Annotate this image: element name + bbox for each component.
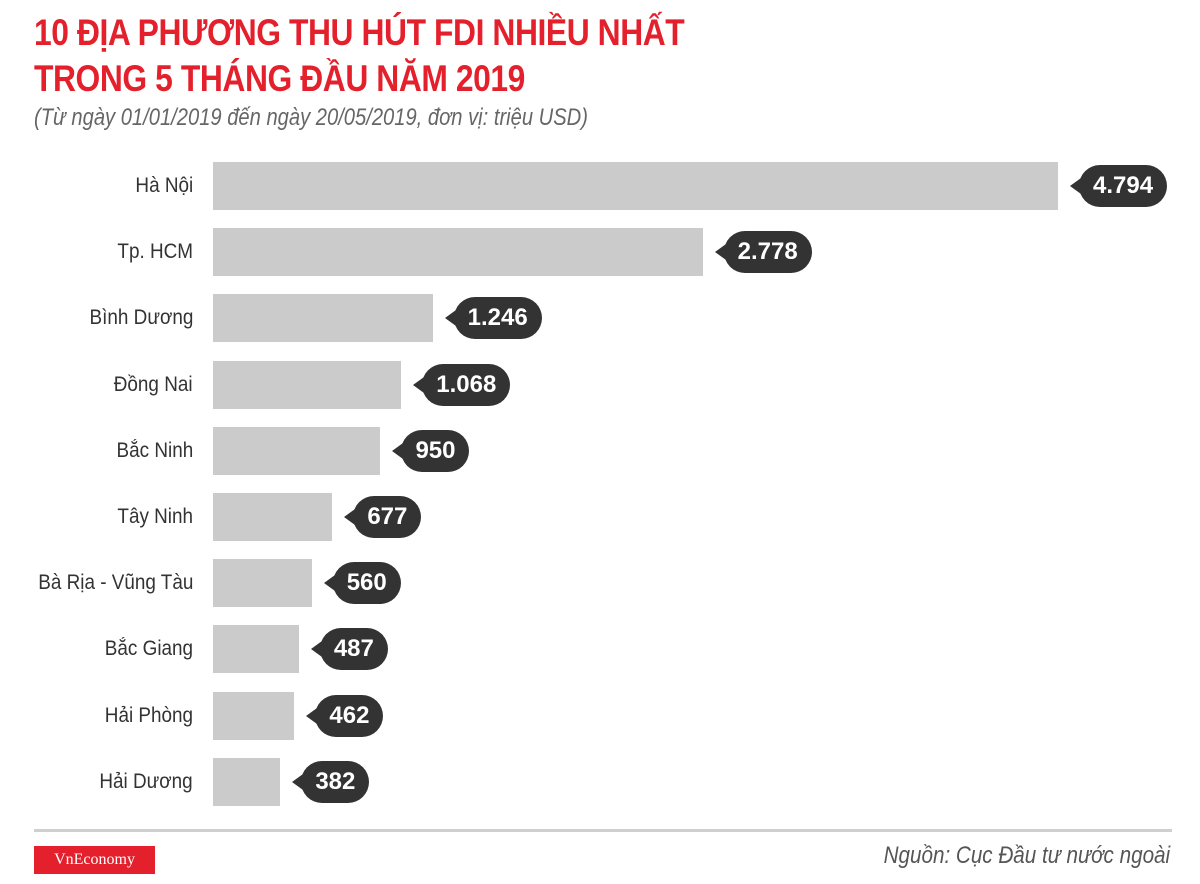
category-label: Bà Rịa - Vũng Tàu xyxy=(37,571,193,595)
value-label-bubble: 462 xyxy=(306,694,384,737)
bar-row: Bà Rịa - Vũng Tàu 560 xyxy=(0,559,1200,608)
bar xyxy=(213,757,281,806)
bar-row: Đồng Nai 1.068 xyxy=(0,360,1200,409)
category-label: Tp. HCM xyxy=(117,240,193,264)
bar xyxy=(213,162,1058,210)
category-label: Tây Ninh xyxy=(117,505,193,528)
value-label-bubble: 677 xyxy=(344,496,422,538)
value-label-bubble: 1.246 xyxy=(444,297,542,340)
bar-row: Tp. HCM 2.778 xyxy=(0,228,1200,277)
bar xyxy=(213,559,312,608)
bar xyxy=(213,426,381,475)
bar-row: Bình Dương 1.246 xyxy=(0,294,1200,343)
chart-title-line1: 10 ĐỊA PHƯƠNG THU HÚT FDI NHIỀU NHẤT xyxy=(34,12,685,53)
category-label: Hải Dương xyxy=(99,769,193,793)
bar-row: Hải Dương 382 xyxy=(0,757,1200,806)
category-label: Bắc Ninh xyxy=(116,438,193,462)
value-label-bubble: 560 xyxy=(323,562,401,605)
value-label-bubble: 2.778 xyxy=(714,231,812,274)
bar-row: Bắc Ninh 950 xyxy=(0,426,1200,475)
chart-title-line2: TRONG 5 THÁNG ĐẦU NĂM 2019 xyxy=(34,58,525,99)
footer-divider xyxy=(34,829,1172,832)
bar xyxy=(213,493,333,541)
category-label: Bình Dương xyxy=(89,306,193,330)
value-label-bubble: 487 xyxy=(310,628,388,671)
chart-subtitle: (Từ ngày 01/01/2019 đến ngày 20/05/2019,… xyxy=(34,104,588,131)
value-label-bubble: 1.068 xyxy=(413,363,511,406)
category-label: Hà Nội xyxy=(135,174,193,197)
bar xyxy=(213,228,703,277)
category-label: Hải Phòng xyxy=(104,703,193,727)
vneconomy-logo: VnEconomy xyxy=(34,846,155,874)
value-label-bubble: 382 xyxy=(292,760,370,803)
value-label-bubble: 4.794 xyxy=(1069,165,1168,207)
category-label: Bắc Giang xyxy=(104,637,193,661)
bar xyxy=(213,294,433,343)
category-label: Đồng Nai xyxy=(114,372,193,396)
source-note: Nguồn: Cục Đầu tư nước ngoài xyxy=(883,842,1170,869)
bar xyxy=(213,360,402,409)
bar-row: Hải Phòng 462 xyxy=(0,691,1200,740)
bar-row: Hà Nội 4.794 xyxy=(0,162,1200,210)
bar xyxy=(213,691,295,740)
bar xyxy=(213,625,299,674)
bar-row: Tây Ninh 677 xyxy=(0,493,1200,541)
value-label-bubble: 950 xyxy=(392,429,470,472)
bar-row: Bắc Giang 487 xyxy=(0,625,1200,674)
